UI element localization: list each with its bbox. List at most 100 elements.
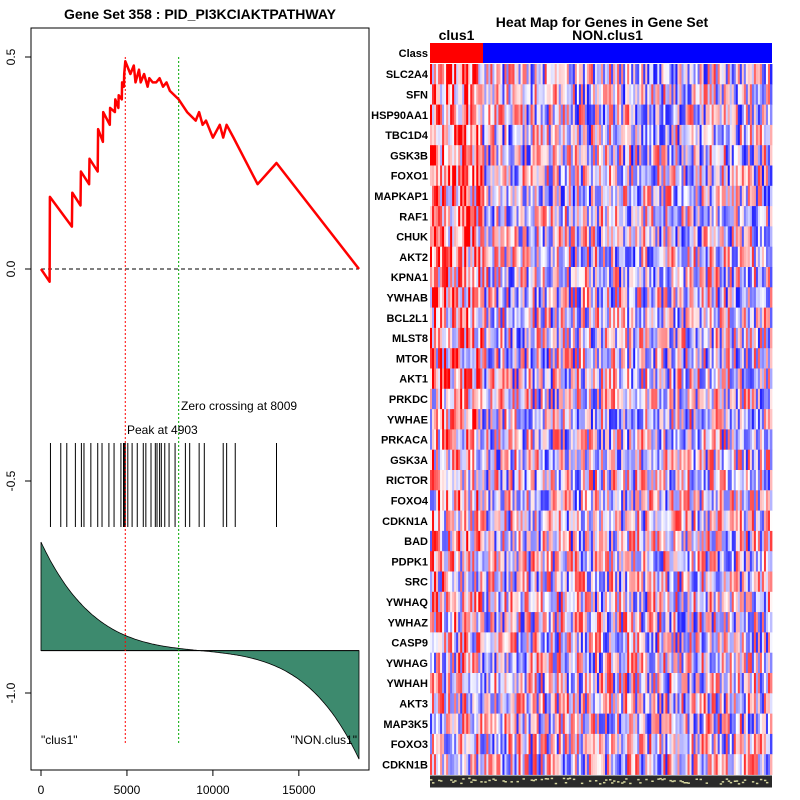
heatmap-cell xyxy=(502,165,505,187)
heatmap-cell xyxy=(601,246,604,268)
heatmap-cell xyxy=(621,226,624,248)
heatmap-cell xyxy=(657,267,660,288)
heatmap-cell xyxy=(625,267,628,288)
heatmap-cell xyxy=(709,327,713,349)
heatmap-cell xyxy=(657,246,660,268)
heatmap-row xyxy=(430,206,773,227)
heatmap-cell xyxy=(472,185,475,207)
heatmap-cell xyxy=(663,429,666,451)
heatmap-cell xyxy=(538,327,542,349)
heatmap-cell xyxy=(683,409,686,430)
heatmap-cell xyxy=(699,591,702,613)
heatmap-cell xyxy=(685,104,688,126)
heatmap-cell xyxy=(685,185,688,207)
heatmap-cell xyxy=(681,409,684,430)
heatmap-cell xyxy=(596,307,600,329)
heatmap-cell xyxy=(601,84,604,105)
heatmap-cell xyxy=(592,551,596,572)
heatmap-cell xyxy=(530,287,533,308)
heatmap-cell xyxy=(735,591,739,613)
heatmap-cell xyxy=(761,84,765,105)
heatmap-cell xyxy=(659,226,662,248)
heatmap-cell xyxy=(586,368,590,390)
heatmap-cell xyxy=(757,591,761,613)
heatmap-cell xyxy=(476,145,479,166)
heatmap-cell xyxy=(538,591,542,613)
heatmap-cell xyxy=(432,571,435,593)
heatmap-cell xyxy=(524,327,527,349)
heatmap-cell xyxy=(689,307,692,329)
heatmap-cell xyxy=(671,287,674,308)
heatmap-cell xyxy=(448,206,451,227)
heatmap-cell xyxy=(506,145,509,166)
heatmap-cell xyxy=(456,632,459,654)
heatmap-cell xyxy=(486,145,489,166)
heatmap-cell xyxy=(607,246,610,268)
heatmap-cell xyxy=(717,429,721,451)
heatmap-cell xyxy=(482,84,485,105)
heatmap-cell xyxy=(743,368,747,390)
heatmap-cell xyxy=(504,104,507,126)
heatmap-cell xyxy=(709,571,713,593)
heatmap-cell xyxy=(556,551,560,572)
heatmap-cell xyxy=(683,165,686,187)
heatmap-cell xyxy=(683,64,686,85)
heatmap-cell xyxy=(603,84,606,105)
heatmap-cell xyxy=(615,246,618,268)
heatmap-cell xyxy=(552,287,556,308)
heatmap-cell xyxy=(574,571,578,593)
heatmap-cell xyxy=(542,84,546,105)
heatmap-cell xyxy=(502,145,505,166)
heatmap-cell xyxy=(645,226,648,248)
heatmap-cell xyxy=(510,429,513,451)
heatmap-cell xyxy=(522,348,525,369)
heatmap-cell xyxy=(466,388,469,410)
heatmap-cell xyxy=(502,510,505,532)
heatmap-cell xyxy=(518,206,521,227)
heatmap-cell xyxy=(518,388,521,410)
heatmap-cell xyxy=(506,551,509,572)
heatmap-cell xyxy=(510,632,513,654)
heatmap-cell xyxy=(566,226,570,248)
heatmap-cell xyxy=(558,551,562,572)
heatmap-cell xyxy=(649,165,652,187)
heatmap-cell xyxy=(456,185,459,207)
heatmap-cell xyxy=(629,612,632,633)
heatmap-cell xyxy=(438,327,441,349)
heatmap-cell xyxy=(488,145,491,166)
class-bar-NON.clus1 xyxy=(483,43,772,63)
heatmap-cell xyxy=(538,490,542,511)
heatmap-cell xyxy=(540,571,544,593)
heatmap-cell xyxy=(737,226,741,248)
heatmap-cell xyxy=(669,409,672,430)
heatmap-cell xyxy=(572,327,576,349)
heatmap-cell xyxy=(739,348,743,369)
heatmap-cell xyxy=(492,449,495,471)
heatmap-cell xyxy=(450,185,453,207)
heatmap-cell xyxy=(623,368,626,390)
heatmap-cell xyxy=(683,591,686,613)
heatmap-cell xyxy=(657,530,660,552)
heatmap-cell xyxy=(550,591,554,613)
heatmap-cell xyxy=(574,368,578,390)
heatmap-cell xyxy=(717,368,721,390)
heatmap-cell xyxy=(615,429,618,451)
heatmap-cell xyxy=(470,571,473,593)
heatmap-cell xyxy=(669,632,672,654)
heatmap-cell xyxy=(751,530,755,552)
heatmap-cell xyxy=(588,409,592,430)
heatmap-cell xyxy=(643,226,646,248)
heatmap-cell xyxy=(544,327,548,349)
heatmap-cell xyxy=(765,429,769,451)
heatmap-cell xyxy=(546,124,550,146)
heatmap-cell xyxy=(651,206,654,227)
heatmap-cell xyxy=(639,490,642,511)
heatmap-cell xyxy=(462,632,465,654)
heatmap-cell xyxy=(556,530,560,552)
heatmap-cell xyxy=(647,327,650,349)
heatmap-cell xyxy=(627,327,630,349)
heatmap-cell xyxy=(574,206,578,227)
heatmap-cell xyxy=(679,429,682,451)
heatmap-cell xyxy=(603,632,606,654)
heatmap-cell xyxy=(625,287,628,308)
